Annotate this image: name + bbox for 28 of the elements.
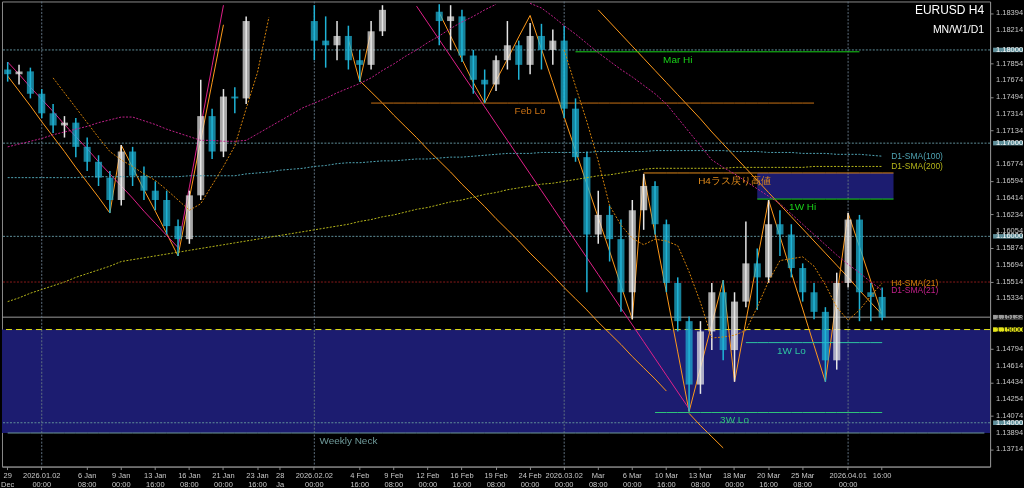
series-label: D1-SMA(21): [891, 285, 939, 296]
candlestick: [537, 23, 545, 71]
series-label: 3W Lo: [720, 414, 750, 426]
candlestick: [378, 4, 386, 37]
series-label: 1W Hi: [789, 201, 817, 213]
candlestick: [867, 282, 875, 322]
candlestick: [810, 282, 818, 321]
candlestick: [515, 39, 523, 81]
series-label: Mar Hi: [663, 53, 693, 65]
series-label: Feb Lo: [514, 105, 547, 117]
candlestick: [333, 20, 341, 61]
series-label: 1W Lo: [776, 344, 807, 356]
candlestick: [594, 189, 602, 245]
candlestick: [310, 4, 318, 61]
candlestick: [753, 247, 761, 311]
candlestick: [878, 286, 886, 321]
chart-title: EURUSD H4: [914, 3, 985, 18]
series-label: H4-SMA(21): [891, 277, 939, 288]
series-label: Weekly Neck: [319, 434, 378, 446]
candlestick: [435, 3, 443, 47]
series-label: D1-SMA(200): [891, 161, 944, 172]
line-series: [7, 165, 883, 303]
candlestick: [503, 20, 511, 71]
candlestick: [447, 4, 455, 51]
text: MN/W1/D1: [932, 24, 985, 36]
candlestick: [549, 28, 557, 66]
candlestick: [776, 209, 784, 257]
series-label: D1-SMA(100): [891, 151, 944, 162]
